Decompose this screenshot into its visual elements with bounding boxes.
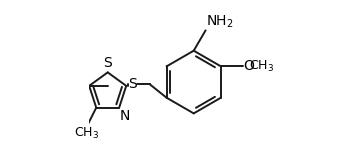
- Text: NH$_2$: NH$_2$: [206, 13, 234, 30]
- Text: S: S: [103, 56, 112, 70]
- Text: CH$_3$: CH$_3$: [74, 125, 100, 141]
- Text: O: O: [243, 59, 254, 73]
- Text: S: S: [128, 77, 137, 91]
- Text: CH$_3$: CH$_3$: [249, 59, 274, 74]
- Text: N: N: [120, 109, 130, 123]
